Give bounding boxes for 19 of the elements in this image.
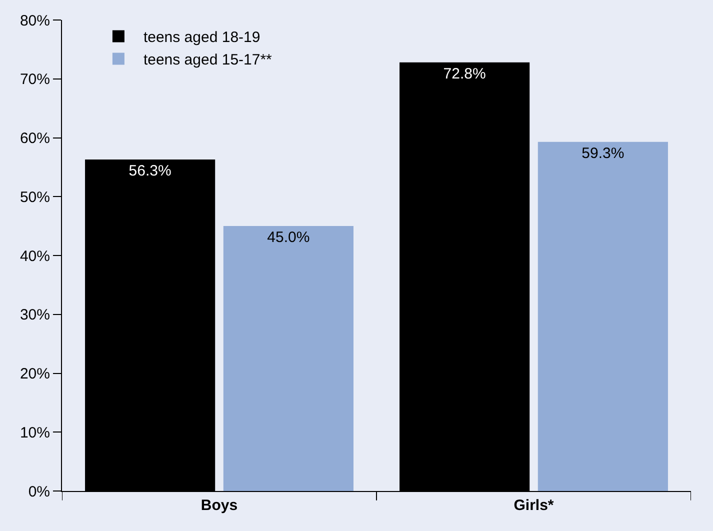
x-tick-label: Boys [200, 497, 238, 514]
data-label: 59.3% [582, 144, 624, 162]
y-tick-label: 80% [20, 12, 50, 30]
bar [538, 142, 668, 491]
y-tick-label: 0% [28, 483, 50, 500]
data-label: 56.3% [128, 162, 172, 180]
x-tick-label: Girls* [514, 497, 554, 514]
y-tick-label: 20% [20, 366, 50, 382]
y-tick-label: 40% [20, 248, 50, 265]
bar [223, 226, 354, 491]
y-tick-label: 30% [20, 306, 50, 324]
legend-label: teens aged 18-19 [143, 29, 260, 46]
y-tick-label: 50% [20, 188, 50, 206]
y-tick-label: 60% [20, 130, 50, 147]
data-label: 45.0% [267, 229, 310, 246]
data-label: 72.8% [443, 65, 486, 82]
legend-label: teens aged 15-17** [143, 52, 272, 69]
y-tick-label: 70% [20, 71, 50, 88]
y-tick-label: 10% [20, 424, 50, 442]
